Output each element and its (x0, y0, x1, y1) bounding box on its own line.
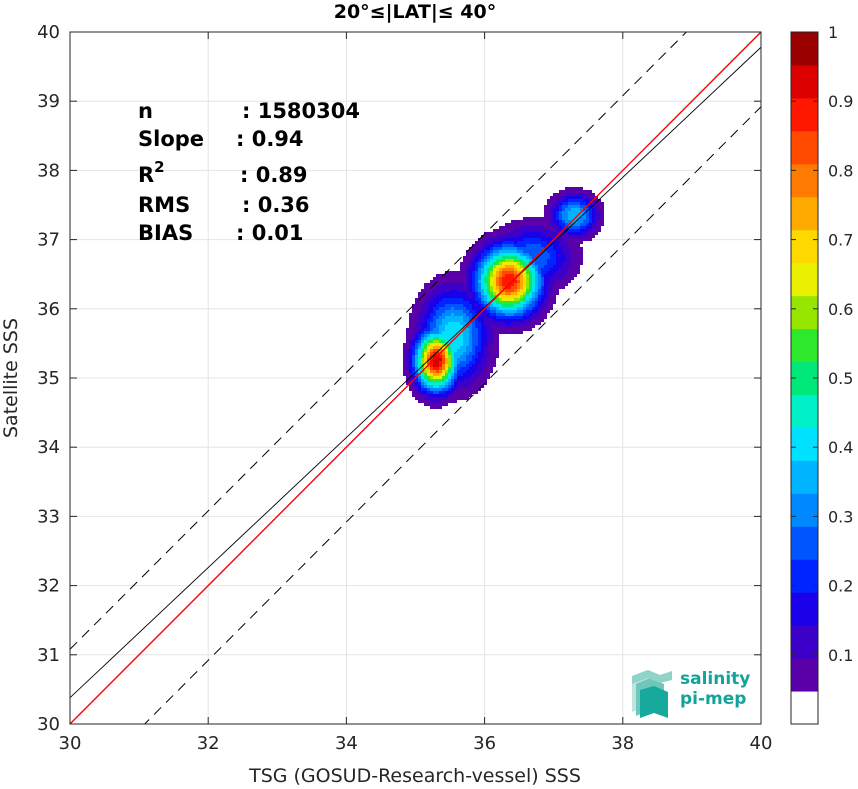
x-tick-label: 30 (59, 733, 82, 754)
colorbar-tick-label: 0.8 (828, 161, 853, 180)
x-tick-label: 40 (750, 733, 773, 754)
y-tick-label: 36 (37, 299, 60, 320)
colorbar-segment (791, 427, 818, 461)
colorbar-tick-label: 0.5 (828, 369, 853, 388)
colorbar-segment (791, 625, 818, 659)
y-tick-label: 34 (37, 437, 60, 458)
colorbar-segment (791, 691, 818, 725)
colorbar-segment (791, 64, 818, 99)
x-tick-label: 38 (611, 733, 634, 754)
colorbar-tick-label: 0.7 (828, 231, 853, 250)
colorbar-tick-label: 0.3 (828, 507, 853, 526)
stat-superscript: 2 (154, 158, 164, 176)
stat-value: : 0.36 (242, 193, 310, 217)
x-tick-label: 32 (197, 733, 220, 754)
lower-bound-line (143, 106, 761, 724)
reference-lines (70, 32, 761, 724)
colorbar-tick-label: 0.1 (828, 646, 853, 665)
stat-value: : 1580304 (242, 99, 360, 123)
colorbar-segment (791, 658, 818, 692)
colorbar-segment (791, 130, 818, 165)
colorbar-tick-label: 0.4 (828, 438, 853, 457)
y-tick-label: 32 (37, 576, 60, 597)
colorbar-segment (791, 460, 818, 494)
x-tick-label: 36 (473, 733, 496, 754)
stat-label: n (138, 99, 153, 123)
colorbar-segment (791, 97, 818, 132)
colorbar-tick-label: 0.6 (828, 300, 853, 319)
identity-line (70, 32, 761, 724)
colorbar-segment (791, 493, 818, 527)
x-tick-label: 34 (335, 733, 358, 754)
colorbar-segment (791, 526, 818, 560)
x-axis-title: TSG (GOSUD-Research-vessel) SSS (248, 765, 581, 787)
colorbar-segment (791, 262, 818, 297)
colorbar-segment (791, 394, 818, 428)
colorbar-segment (791, 196, 818, 231)
wave-logo-icon (632, 670, 672, 718)
stat-label: RMS (138, 193, 190, 217)
colorbar-segment (791, 32, 818, 66)
stat-value: : 0.94 (236, 127, 304, 151)
colorbar-tick-label: 0.2 (828, 577, 853, 596)
colorbar: 0.1 0.2 0.3 0.4 0.5 0.6 0.7 0.8 0.9 1 (790, 23, 853, 725)
salinity-pi-mep-logo: salinity pi-mep (632, 669, 750, 718)
y-tick-label: 40 (37, 22, 60, 43)
y-tick-label: 30 (37, 714, 60, 735)
colorbar-tick-label: 1 (828, 23, 838, 42)
logo-line1: salinity (680, 669, 750, 689)
y-tick-label: 31 (37, 645, 60, 666)
contour-level-15 (427, 265, 523, 376)
axis-ticks: 30 32 34 36 38 40 30 31 32 33 34 35 36 37 38 39 40 (37, 22, 772, 754)
logo-line2: pi-mep (680, 689, 746, 709)
colorbar-segment (791, 559, 818, 593)
stat-label: Slope (138, 127, 204, 151)
colorbar-segment (791, 295, 818, 330)
density-contours (403, 187, 604, 409)
colorbar-segment (791, 163, 818, 198)
y-axis-title: Satellite SSS (0, 318, 22, 438)
y-tick-label: 35 (37, 368, 60, 389)
y-tick-label: 39 (37, 91, 60, 112)
colorbar-tick-label: 0.9 (828, 92, 853, 111)
colorbar-segment (791, 229, 818, 264)
upper-bound-line (70, 32, 688, 650)
stat-value: : 0.89 (240, 163, 308, 187)
y-tick-label: 38 (37, 160, 60, 181)
colorbar-segment (791, 592, 818, 626)
y-tick-label: 37 (37, 230, 60, 251)
chart-title: 20°≤|LAT|≤ 40° (334, 1, 497, 23)
colorbar-segment (791, 328, 818, 363)
regression-line (70, 46, 761, 699)
stat-label: BIAS (138, 221, 193, 245)
y-tick-label: 33 (37, 506, 60, 527)
stat-value: : 0.01 (236, 221, 304, 245)
